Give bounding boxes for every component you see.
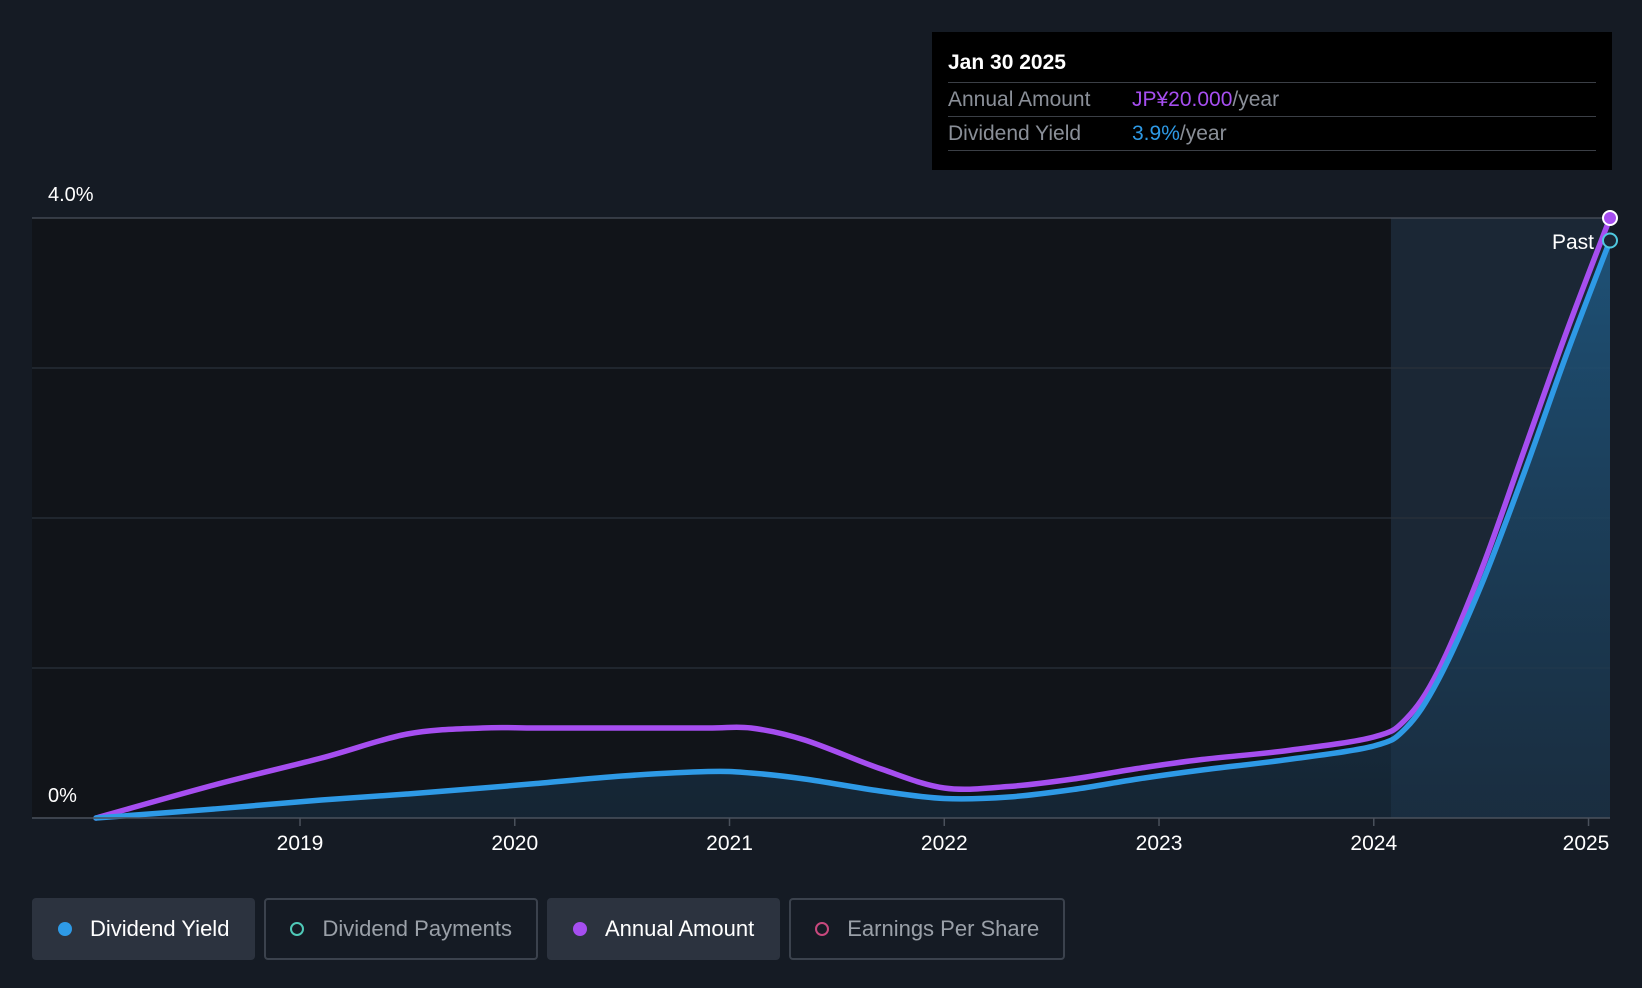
past-label: Past	[1552, 231, 1594, 254]
tooltip-value: JP¥20.000	[1132, 88, 1233, 111]
dividend-payments-ring-icon	[290, 922, 305, 936]
tooltip-unit: /year	[1179, 122, 1227, 145]
x-tick-label: 2025	[1563, 832, 1610, 855]
legend-label: Dividend Payments	[322, 916, 512, 941]
x-tick-label: 2024	[1350, 832, 1397, 855]
x-tick-label: 2021	[706, 832, 753, 855]
tooltip-value: 3.9%	[1132, 122, 1180, 145]
x-tick-label: 2023	[1136, 832, 1183, 855]
earnings-per-share-ring-icon	[815, 922, 830, 936]
tooltip-row-dividend-yield: Dividend Yield 3.9% /year	[948, 117, 1596, 151]
legend-item-dividend-payments[interactable]: Dividend Payments	[264, 898, 538, 960]
y-tick-label-bottom: 0%	[48, 785, 77, 807]
dividend-yield-end-marker[interactable]	[1602, 232, 1618, 249]
legend-item-earnings-per-share[interactable]: Earnings Per Share	[789, 898, 1066, 960]
legend-label: Earnings Per Share	[847, 916, 1040, 941]
tooltip-label: Annual Amount	[948, 88, 1091, 111]
legend: Dividend Yield Dividend Payments Annual …	[32, 898, 1066, 960]
legend-item-annual-amount[interactable]: Annual Amount	[546, 898, 781, 960]
legend-label: Annual Amount	[604, 916, 755, 941]
x-tick-label: 2022	[921, 832, 968, 855]
tooltip-label: Dividend Yield	[948, 122, 1082, 145]
dividend-yield-line	[93, 237, 1613, 821]
tooltip-unit: /year	[1232, 88, 1280, 111]
hover-tooltip: Jan 30 2025 Annual Amount JP¥20.000 /yea…	[932, 32, 1612, 170]
tooltip-date: Jan 30 2025	[948, 32, 1596, 83]
x-axis-ticks: 2019 2020 2021 2022 2023 2024 2025	[277, 818, 1610, 855]
y-tick-label-top: 4.0%	[48, 184, 94, 206]
legend-label: Dividend Yield	[90, 916, 230, 941]
dividend-yield-area	[96, 240, 1610, 818]
gridlines	[32, 217, 1610, 669]
tooltip-row-annual-amount: Annual Amount JP¥20.000 /year	[948, 83, 1596, 117]
x-tick-label: 2020	[491, 832, 538, 855]
dividend-yield-dot-icon	[58, 922, 72, 936]
annual-amount-dot-icon	[572, 922, 587, 936]
x-tick-label: 2019	[277, 832, 324, 855]
annual-amount-end-marker[interactable]	[1602, 210, 1618, 226]
annual-amount-line	[93, 215, 1613, 821]
legend-item-dividend-yield[interactable]: Dividend Yield	[32, 898, 256, 960]
